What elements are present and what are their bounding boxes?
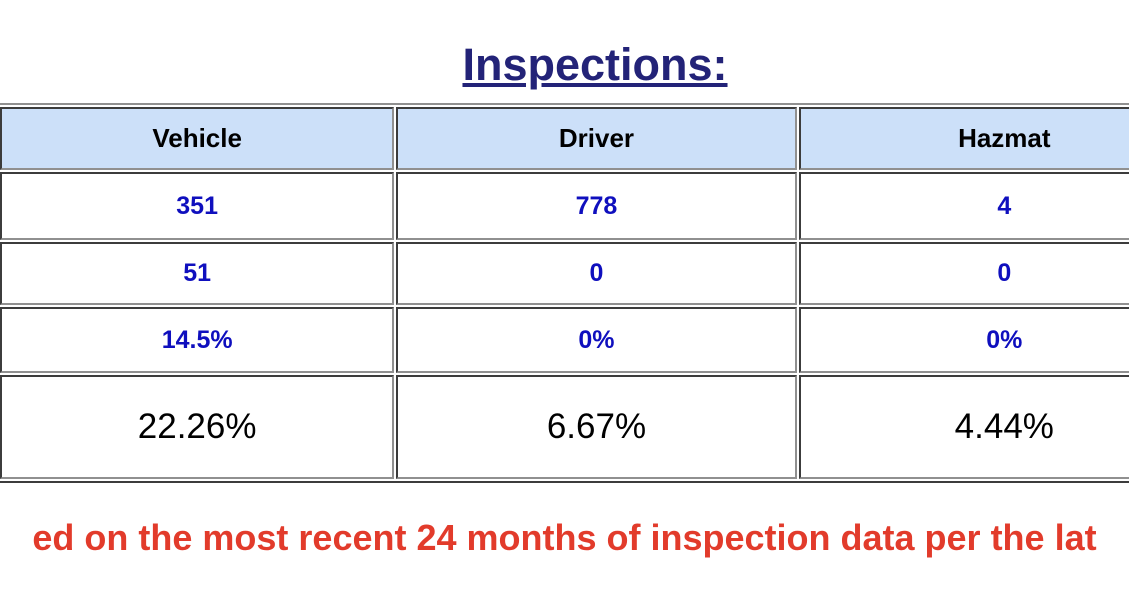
average-cell: 22.26% — [0, 375, 395, 479]
table-row-out-of-service-percent: 14.5% 0% 0% — [0, 307, 1129, 373]
average-cell: 4.44% — [798, 375, 1129, 479]
value-cell: 51 — [0, 242, 395, 305]
value-cell: 14.5% — [0, 307, 395, 373]
inspections-table: Vehicle Driver Hazmat 351 778 4 51 0 0 1… — [0, 103, 1129, 483]
value-cell: 0 — [798, 242, 1129, 305]
page-title: Inspections: — [462, 39, 728, 90]
value-cell: 351 — [0, 172, 395, 240]
average-cell: 6.67% — [396, 375, 797, 479]
value-cell: 0% — [798, 307, 1129, 373]
table-row-inspections: 351 778 4 — [0, 172, 1129, 240]
value-cell: 0% — [396, 307, 797, 373]
table-row-national-average: 22.26% 6.67% 4.44% — [0, 375, 1129, 479]
table-row-out-of-service: 51 0 0 — [0, 242, 1129, 305]
column-header-driver: Driver — [396, 107, 797, 170]
column-header-vehicle: Vehicle — [0, 107, 395, 170]
value-cell: 778 — [396, 172, 797, 240]
column-header-hazmat: Hazmat — [798, 107, 1129, 170]
value-cell: 4 — [798, 172, 1129, 240]
value-cell: 0 — [396, 242, 797, 305]
table-header-row: Vehicle Driver Hazmat — [0, 107, 1129, 170]
footnote-text: ed on the most recent 24 months of inspe… — [32, 517, 1097, 558]
